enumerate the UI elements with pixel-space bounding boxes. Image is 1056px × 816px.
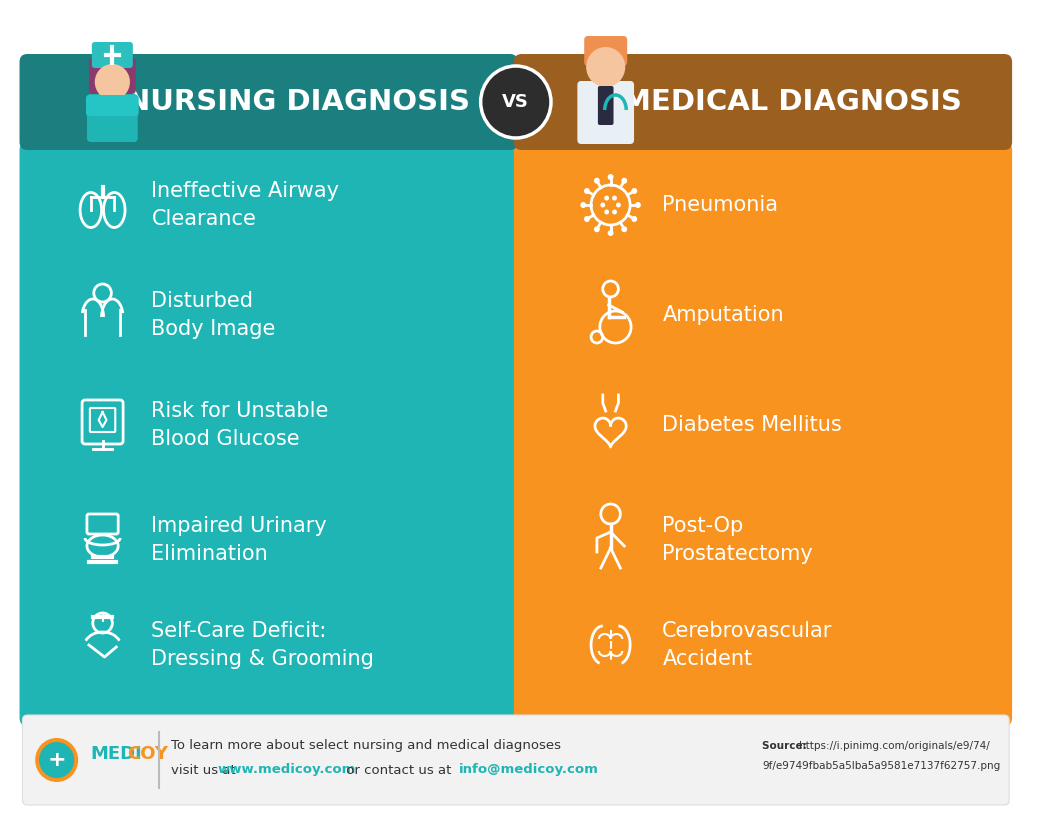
Circle shape bbox=[612, 196, 617, 201]
Circle shape bbox=[621, 226, 627, 233]
Text: Source:: Source: bbox=[762, 741, 810, 751]
Text: Cerebrovascular
Accident: Cerebrovascular Accident bbox=[662, 621, 833, 669]
FancyBboxPatch shape bbox=[92, 42, 133, 68]
Circle shape bbox=[635, 202, 641, 208]
Text: MEDICAL DIAGNOSIS: MEDICAL DIAGNOSIS bbox=[622, 88, 962, 116]
Text: To learn more about select nursing and medical diagnoses: To learn more about select nursing and m… bbox=[171, 739, 561, 752]
Text: https://i.pinimg.com/originals/e9/74/: https://i.pinimg.com/originals/e9/74/ bbox=[799, 741, 989, 751]
Text: Amputation: Amputation bbox=[662, 305, 784, 325]
Circle shape bbox=[600, 202, 605, 207]
FancyBboxPatch shape bbox=[89, 58, 136, 94]
Circle shape bbox=[480, 66, 551, 138]
Circle shape bbox=[581, 202, 586, 208]
Text: visit us at: visit us at bbox=[171, 764, 240, 777]
FancyBboxPatch shape bbox=[598, 86, 614, 125]
Circle shape bbox=[616, 202, 621, 207]
Text: +: + bbox=[48, 750, 65, 770]
Circle shape bbox=[584, 188, 590, 194]
Circle shape bbox=[604, 196, 609, 201]
Circle shape bbox=[612, 210, 617, 215]
FancyBboxPatch shape bbox=[22, 715, 1010, 805]
Text: COY: COY bbox=[127, 745, 168, 763]
Text: Ineffective Airway
Clearance: Ineffective Airway Clearance bbox=[151, 181, 339, 229]
Circle shape bbox=[631, 216, 637, 222]
FancyBboxPatch shape bbox=[584, 36, 627, 66]
FancyBboxPatch shape bbox=[514, 142, 1012, 726]
Circle shape bbox=[607, 230, 614, 236]
FancyBboxPatch shape bbox=[20, 54, 517, 150]
Circle shape bbox=[39, 742, 74, 778]
Circle shape bbox=[593, 178, 600, 184]
Text: Pneumonia: Pneumonia bbox=[662, 195, 778, 215]
Circle shape bbox=[604, 210, 609, 215]
Text: 9f/e9749fbab5a5lba5a9581e7137f62757.png: 9f/e9749fbab5a5lba5a9581e7137f62757.png bbox=[762, 761, 1000, 771]
Text: Disturbed
Body Image: Disturbed Body Image bbox=[151, 291, 276, 339]
FancyBboxPatch shape bbox=[86, 95, 138, 116]
Text: or contact us at: or contact us at bbox=[342, 764, 455, 777]
Circle shape bbox=[95, 64, 130, 100]
Circle shape bbox=[584, 216, 590, 222]
Text: www.medicoy.com: www.medicoy.com bbox=[218, 764, 356, 777]
Circle shape bbox=[631, 188, 637, 194]
FancyBboxPatch shape bbox=[87, 94, 137, 142]
Text: MEDI: MEDI bbox=[91, 745, 143, 763]
Text: Risk for Unstable
Blood Glucose: Risk for Unstable Blood Glucose bbox=[151, 401, 328, 449]
Text: Impaired Urinary
Elimination: Impaired Urinary Elimination bbox=[151, 516, 327, 564]
Ellipse shape bbox=[35, 738, 78, 782]
Text: Diabetes Mellitus: Diabetes Mellitus bbox=[662, 415, 842, 435]
FancyBboxPatch shape bbox=[20, 142, 517, 726]
Circle shape bbox=[607, 174, 614, 180]
Text: Post-Op
Prostatectomy: Post-Op Prostatectomy bbox=[662, 516, 813, 564]
Circle shape bbox=[586, 47, 625, 87]
Circle shape bbox=[593, 226, 600, 233]
Text: NURSING DIAGNOSIS: NURSING DIAGNOSIS bbox=[126, 88, 470, 116]
FancyBboxPatch shape bbox=[514, 54, 1012, 150]
FancyBboxPatch shape bbox=[578, 81, 634, 144]
Circle shape bbox=[621, 178, 627, 184]
Text: Self-Care Deficit:
Dressing & Grooming: Self-Care Deficit: Dressing & Grooming bbox=[151, 621, 374, 669]
Text: info@medicoy.com: info@medicoy.com bbox=[459, 764, 599, 777]
Text: VS: VS bbox=[503, 93, 529, 111]
